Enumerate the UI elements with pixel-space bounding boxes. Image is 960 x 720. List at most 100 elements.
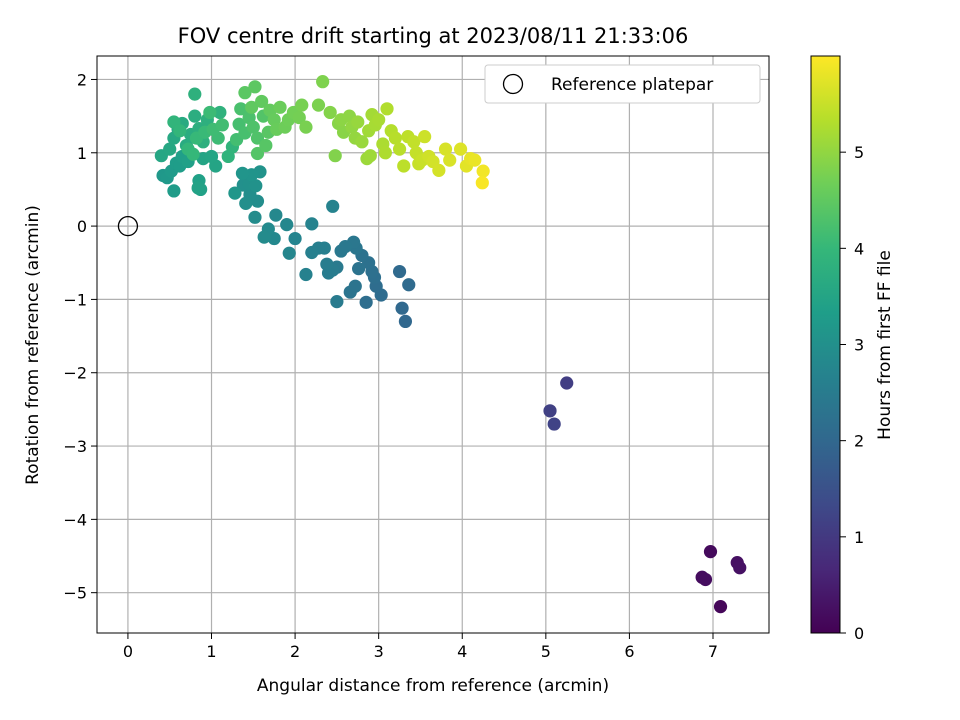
y-axis-label: Rotation from reference (arcmin) bbox=[23, 205, 43, 485]
data-point bbox=[453, 142, 468, 156]
y-tick-label: −2 bbox=[63, 364, 87, 383]
data-point bbox=[392, 142, 407, 156]
x-tick-label: 5 bbox=[541, 642, 551, 661]
data-point bbox=[249, 179, 263, 193]
data-point bbox=[703, 545, 718, 559]
data-point bbox=[334, 244, 348, 258]
data-point bbox=[475, 176, 489, 190]
data-point bbox=[213, 105, 227, 120]
data-point bbox=[282, 246, 296, 260]
x-tick-label: 0 bbox=[123, 642, 133, 661]
y-tick-label: −4 bbox=[63, 510, 87, 529]
data-point bbox=[250, 146, 265, 161]
x-axis-ticks: 0 1 2 3 4 5 6 7 bbox=[123, 633, 718, 661]
data-point bbox=[432, 163, 446, 177]
data-point bbox=[378, 146, 392, 160]
data-point bbox=[305, 245, 319, 260]
data-point bbox=[292, 110, 306, 125]
data-point bbox=[239, 196, 253, 210]
data-point bbox=[468, 153, 482, 167]
data-point bbox=[355, 135, 369, 149]
data-point bbox=[398, 314, 413, 329]
data-point bbox=[380, 102, 394, 116]
legend-entry-reference-platepar: Reference platepar bbox=[551, 75, 713, 95]
y-axis-ticks: −5 −4 −3 −2 −1 0 1 2 bbox=[63, 70, 97, 603]
data-point bbox=[359, 295, 373, 309]
data-point bbox=[402, 278, 416, 292]
data-point bbox=[295, 98, 309, 112]
data-point bbox=[305, 217, 319, 231]
colorbar bbox=[810, 55, 841, 634]
data-point bbox=[238, 86, 252, 100]
data-point bbox=[330, 295, 344, 309]
data-point bbox=[204, 149, 219, 164]
x-tick-label: 4 bbox=[457, 642, 467, 661]
y-tick-label: −1 bbox=[63, 290, 87, 309]
data-point bbox=[733, 561, 747, 575]
y-tick-label: 2 bbox=[77, 70, 87, 89]
data-point bbox=[328, 149, 342, 163]
data-point bbox=[191, 181, 205, 195]
data-point bbox=[397, 159, 411, 173]
data-point bbox=[351, 115, 365, 129]
data-point bbox=[407, 135, 421, 149]
colorbar-label: Hours from first FF file bbox=[875, 250, 895, 440]
data-point bbox=[257, 230, 271, 244]
legend-reference-marker-icon bbox=[502, 73, 524, 95]
data-point bbox=[311, 98, 326, 112]
data-point bbox=[372, 113, 386, 127]
data-point bbox=[235, 166, 250, 180]
data-point bbox=[273, 100, 287, 114]
data-point bbox=[288, 231, 302, 246]
data-point bbox=[392, 264, 407, 279]
data-point bbox=[547, 417, 561, 431]
data-point bbox=[280, 218, 294, 232]
grid bbox=[97, 56, 769, 633]
colorbar-tick-label: 4 bbox=[854, 239, 864, 258]
data-point bbox=[188, 109, 202, 123]
x-tick-label: 2 bbox=[290, 642, 300, 661]
colorbar-tick-label: 2 bbox=[854, 432, 864, 451]
data-point bbox=[245, 100, 259, 114]
data-point bbox=[248, 210, 262, 224]
y-tick-label: 1 bbox=[77, 144, 87, 163]
legend: Reference platepar bbox=[484, 64, 761, 104]
colorbar-tick-label: 5 bbox=[854, 143, 864, 162]
data-point bbox=[173, 124, 187, 138]
data-point bbox=[163, 142, 177, 156]
reference-marker-layer bbox=[117, 215, 139, 237]
scatter-points bbox=[154, 75, 747, 614]
x-axis-label: Angular distance from reference (arcmin) bbox=[257, 676, 609, 696]
x-tick-label: 6 bbox=[624, 642, 634, 661]
data-point bbox=[188, 87, 202, 101]
data-point bbox=[343, 285, 357, 299]
data-point bbox=[246, 120, 260, 134]
data-point bbox=[215, 118, 229, 132]
colorbar-tick-label: 1 bbox=[854, 528, 864, 547]
data-point bbox=[186, 147, 200, 161]
data-point bbox=[267, 231, 281, 246]
data-point bbox=[443, 153, 457, 167]
data-point bbox=[698, 572, 713, 587]
x-tick-label: 1 bbox=[206, 642, 216, 661]
plot-frame bbox=[96, 55, 770, 634]
colorbar-tick-label: 0 bbox=[854, 624, 864, 643]
reference-platepar-marker bbox=[117, 215, 139, 237]
y-tick-label: −5 bbox=[63, 584, 87, 603]
data-point bbox=[713, 600, 728, 614]
x-tick-label: 3 bbox=[374, 642, 384, 661]
colorbar-ticks: 0 1 2 3 4 5 bbox=[840, 143, 864, 643]
data-point bbox=[560, 376, 574, 390]
data-point bbox=[167, 184, 181, 198]
data-point bbox=[320, 257, 334, 271]
x-tick-label: 7 bbox=[708, 642, 718, 661]
data-point bbox=[352, 262, 366, 276]
y-tick-label: 0 bbox=[77, 217, 87, 236]
data-point bbox=[259, 138, 273, 153]
data-point bbox=[203, 105, 217, 120]
data-point bbox=[255, 94, 269, 109]
legend-box bbox=[484, 64, 761, 104]
y-tick-label: −3 bbox=[63, 437, 87, 456]
data-point bbox=[476, 164, 490, 178]
